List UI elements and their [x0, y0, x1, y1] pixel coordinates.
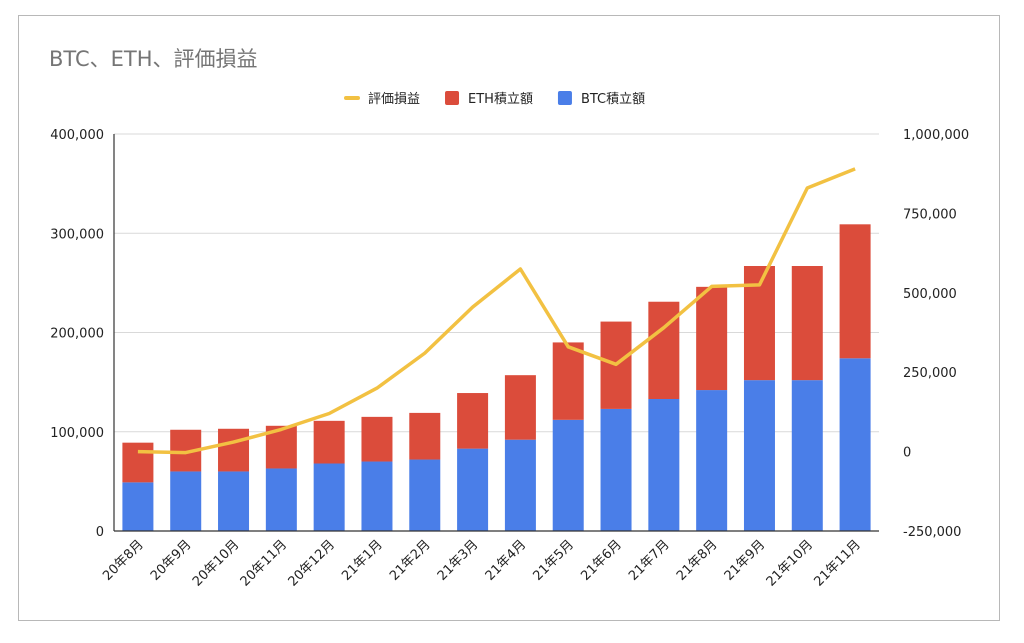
- bar-btc: [696, 390, 728, 531]
- bar-eth: [552, 342, 584, 420]
- x-tick-label: 20年9月: [148, 537, 195, 584]
- bar-eth: [504, 375, 536, 440]
- legend-label: 評価損益: [368, 92, 420, 107]
- y-right-tick-label: 1,000,000: [903, 128, 969, 143]
- y-left-tick-label: 100,000: [50, 426, 104, 441]
- x-tick-label: 20年8月: [100, 537, 147, 584]
- line-profit: [137, 167, 856, 455]
- bar-eth: [313, 420, 345, 464]
- x-tick-label: 20年10月: [190, 537, 242, 589]
- x-tick-label: 21年6月: [578, 537, 625, 584]
- bar-btc: [265, 468, 297, 531]
- bar-eth: [122, 442, 154, 483]
- x-tick-label: 21年4月: [483, 537, 530, 584]
- bar-eth: [361, 416, 393, 462]
- bar-btc: [504, 439, 536, 531]
- legend-swatch: [445, 91, 460, 105]
- bars: [122, 224, 871, 531]
- x-tick-label: 21年7月: [626, 537, 673, 584]
- bar-eth: [409, 412, 441, 460]
- bar-btc: [409, 459, 441, 531]
- legend-label: BTC積立額: [581, 92, 645, 107]
- x-tick-label: 21年8月: [674, 537, 721, 584]
- y-left-tick-label: 0: [96, 525, 104, 540]
- chart-frame: BTC、ETH、評価損益 評価損益 ETH積立額 BTC積立額 0 100,000 20…: [18, 15, 1000, 621]
- y-left-tick-label: 200,000: [50, 327, 104, 342]
- legend-swatch: [344, 96, 360, 100]
- chart-title: BTC、ETH、評価損益: [49, 47, 258, 71]
- y-right-tick-label: 250,000: [903, 366, 957, 381]
- x-tick-label: 20年11月: [238, 537, 290, 589]
- bar-eth: [457, 393, 489, 449]
- bar-btc: [791, 380, 823, 531]
- x-tick-label: 21年10月: [764, 537, 816, 589]
- bar-btc: [313, 463, 345, 531]
- y-right-tick-label: 750,000: [903, 207, 957, 222]
- bar-btc: [839, 358, 871, 531]
- bar-btc: [218, 471, 250, 531]
- x-tick-label: 21年5月: [530, 537, 577, 584]
- y-right-tick-label: 0: [903, 446, 911, 461]
- bar-btc: [457, 448, 489, 531]
- bar-btc: [552, 419, 584, 531]
- bar-eth: [696, 286, 728, 391]
- bar-eth: [839, 224, 871, 359]
- y-left-tick-label: 400,000: [50, 128, 104, 143]
- y-right-tick-label: -250,000: [903, 525, 961, 540]
- x-tick-label: 21年11月: [812, 537, 864, 589]
- x-tick-label: 21年3月: [435, 537, 482, 584]
- x-tick-label: 21年1月: [339, 537, 386, 584]
- y-right-tick-label: 500,000: [903, 287, 957, 302]
- chart-svg: BTC、ETH、評価損益 評価損益 ETH積立額 BTC積立額 0 100,000 20…: [49, 47, 969, 590]
- legend: 評価損益 ETH積立額 BTC積立額: [344, 91, 645, 107]
- line-series: [137, 167, 856, 455]
- bar-btc: [648, 398, 680, 531]
- y-left-tick-label: 300,000: [50, 227, 104, 242]
- x-tick-label: 21年9月: [722, 537, 769, 584]
- bar-btc: [170, 471, 202, 531]
- bar-btc: [743, 380, 775, 531]
- bar-eth: [218, 428, 250, 472]
- bar-btc: [361, 461, 393, 531]
- legend-swatch: [557, 91, 572, 105]
- x-tick-label: 20年12月: [286, 537, 338, 589]
- bar-eth: [791, 266, 823, 381]
- bar-btc: [122, 482, 154, 531]
- bar-btc: [600, 408, 632, 531]
- legend-label: ETH積立額: [468, 92, 533, 107]
- x-tick-label: 21年2月: [387, 537, 434, 584]
